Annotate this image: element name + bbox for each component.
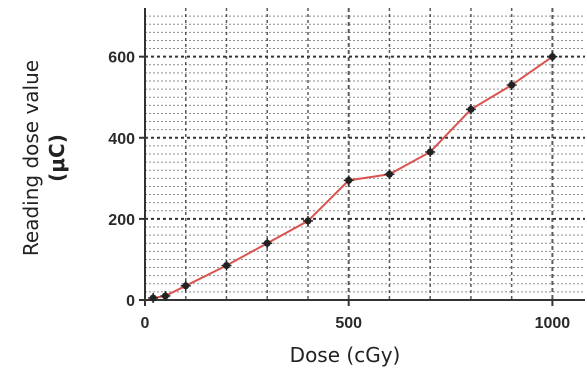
x-tick-label: 1000 [535,315,571,332]
x-tick-label: 0 [141,315,150,332]
y-tick-label: 200 [108,212,135,229]
series-line [152,55,553,299]
y-axis-title-group: Reading dose value [19,60,43,256]
axes [139,8,585,306]
y-tick-label: 400 [108,131,135,148]
series-1-markers [148,51,558,303]
y-tick-label: 0 [126,293,135,310]
y-axis-unit: (μC) [45,134,69,182]
x-axis-title: Dose (cGy) [290,343,401,367]
y-axis-title: Reading dose value [19,60,43,256]
series-1 [152,55,553,299]
y-tick-label: 600 [108,50,135,67]
x-tick-label: 500 [335,315,362,332]
y-axis-unit-group: (μC) [45,134,69,182]
tick-labels: 0 200 400 600 0 500 1000 [108,50,570,332]
grid [145,8,585,300]
